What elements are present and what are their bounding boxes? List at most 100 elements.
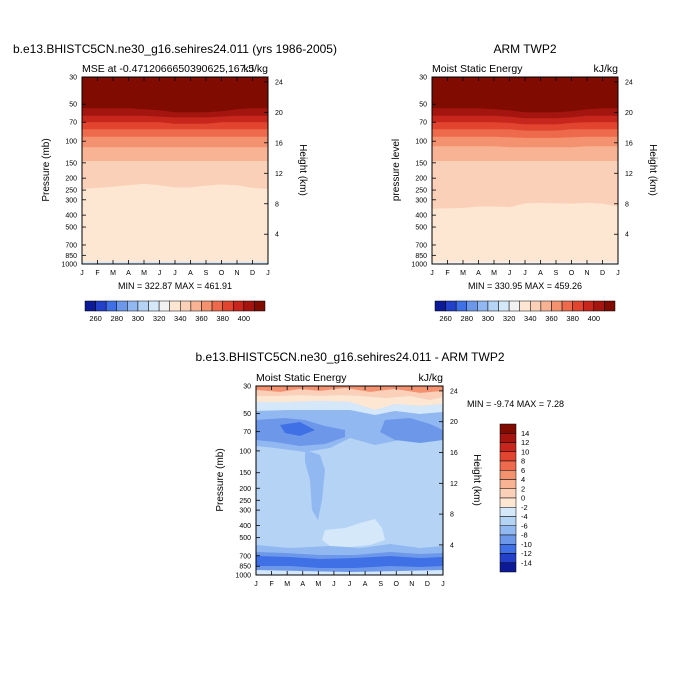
colorbar-label: -2 <box>521 503 528 512</box>
colorbar-box <box>499 470 517 480</box>
height-tick-label: 12 <box>625 171 633 178</box>
colorbar-label: -4 <box>521 512 528 521</box>
panel-model-title: b.e13.BHISTC5CN.ne30_g16.sehires24.011 (… <box>13 42 337 56</box>
colorbar-label: 260 <box>89 314 102 323</box>
x-tick-label: O <box>569 270 575 277</box>
y-tick-label: 200 <box>65 176 77 183</box>
panel-model-subtitle-right: kJ/kg <box>243 63 268 75</box>
y-tick-label: 1000 <box>61 262 77 269</box>
panel-diff-subtitle-left: Moist Static Energy <box>256 372 347 384</box>
y-tick-label: 100 <box>239 448 251 455</box>
x-tick-label: J <box>332 581 336 588</box>
height-tick-label: 8 <box>625 201 629 208</box>
colorbar-box <box>499 488 517 499</box>
y-tick-label: 700 <box>415 242 427 249</box>
colorbar-box <box>499 433 517 443</box>
colorbar-box <box>551 300 563 312</box>
height-tick-label: 16 <box>625 140 633 147</box>
colorbar-box <box>201 300 213 312</box>
height-tick-label: 16 <box>450 450 458 457</box>
x-tick-label: N <box>234 270 239 277</box>
x-tick-label: F <box>445 270 449 277</box>
colorbar-box <box>477 300 489 312</box>
panel-diff-minmax: MIN = -9.74 MAX = 7.28 <box>467 399 564 409</box>
colorbar-label: 10 <box>521 447 529 456</box>
y-tick-label: 200 <box>415 176 427 183</box>
colorbar-box <box>105 300 118 312</box>
x-tick-label: M <box>110 270 116 277</box>
panel-model-subtitle-left: MSE at -0.4712066650390625,167.5 <box>82 63 254 75</box>
y-tick-label: 500 <box>239 535 251 542</box>
panel-obs-plot: J F M A M J J A S O N D J 30 50 70 100 150 200 250 300 400 500… <box>411 75 632 278</box>
colorbar-box <box>84 300 96 312</box>
y-tick-label: 700 <box>65 242 77 249</box>
panel-diff-axes: J F M A M J J A S O N D J 30 50 70 100 150 200 250 300 400 500… <box>235 384 457 589</box>
panel-diff-ylabel-right: Height (km) <box>471 454 482 506</box>
diff-band-upper-dark-blue <box>280 422 315 436</box>
height-tick-label: 8 <box>275 201 279 208</box>
y-tick-label: 70 <box>419 120 427 127</box>
colorbar-box <box>254 300 266 312</box>
colorbar-box <box>180 300 192 312</box>
x-tick-label: A <box>126 270 131 277</box>
x-tick-label: J <box>523 270 527 277</box>
colorbar-box <box>540 300 552 312</box>
colorbar-label: 0 <box>521 494 525 503</box>
x-tick-label: M <box>491 270 497 277</box>
colorbar-box <box>530 300 542 312</box>
colorbar-box <box>137 300 149 312</box>
colorbar-box <box>499 553 517 563</box>
y-tick-label: 400 <box>415 213 427 220</box>
y-tick-label: 850 <box>65 253 77 260</box>
y-tick-label: 70 <box>243 429 251 436</box>
colorbar-box <box>604 300 616 312</box>
colorbar-box <box>434 300 446 312</box>
height-tick-label: 20 <box>275 110 283 117</box>
y-tick-label: 30 <box>69 75 77 82</box>
colorbar-label: 340 <box>174 314 187 323</box>
colorbar-label: 280 <box>461 314 474 323</box>
y-tick-label: 700 <box>239 553 251 560</box>
x-tick-label: J <box>508 270 512 277</box>
height-tick-label: 16 <box>275 140 283 147</box>
panel-model-colorbar: 260 280 300 320 340 360 380 400 <box>84 300 266 323</box>
contour-level-fill <box>82 77 268 113</box>
panel-diff: b.e13.BHISTC5CN.ne30_g16.sehires24.011 -… <box>195 350 564 588</box>
x-tick-label: O <box>219 270 225 277</box>
panel-model-ylabel: Pressure (mb) <box>41 138 52 201</box>
x-tick-label: J <box>266 270 270 277</box>
colorbar-box <box>243 300 255 312</box>
colorbar-box <box>127 300 139 312</box>
y-tick-label: 150 <box>415 160 427 167</box>
y-tick-label: 50 <box>243 411 251 418</box>
height-tick-label: 20 <box>450 419 458 426</box>
panel-obs-ylabel-right: Height (km) <box>647 144 658 196</box>
colorbar-box <box>499 479 517 489</box>
colorbar-box <box>499 562 517 573</box>
y-tick-label: 300 <box>239 508 251 515</box>
height-tick-label: 8 <box>450 512 454 519</box>
colorbar-box <box>499 423 517 434</box>
x-tick-label: N <box>584 270 589 277</box>
panel-model-minmax: MIN = 322.87 MAX = 461.91 <box>118 281 232 291</box>
colorbar-label: 320 <box>153 314 166 323</box>
colorbar-box <box>499 460 517 471</box>
x-tick-label: N <box>409 581 414 588</box>
x-tick-label: A <box>300 581 305 588</box>
diff-band-plume <box>305 450 325 520</box>
colorbar-box <box>499 507 517 517</box>
x-tick-label: F <box>95 270 99 277</box>
y-tick-label: 200 <box>239 486 251 493</box>
y-tick-label: 250 <box>239 498 251 505</box>
y-tick-label: 850 <box>415 253 427 260</box>
colorbar-box <box>508 300 520 312</box>
diff-band-top-salmon <box>256 388 443 400</box>
x-tick-label: M <box>284 581 290 588</box>
colorbar-box <box>582 300 595 312</box>
height-tick-label: 4 <box>625 232 629 239</box>
y-tick-label: 500 <box>415 225 427 232</box>
colorbar-box <box>158 300 170 312</box>
